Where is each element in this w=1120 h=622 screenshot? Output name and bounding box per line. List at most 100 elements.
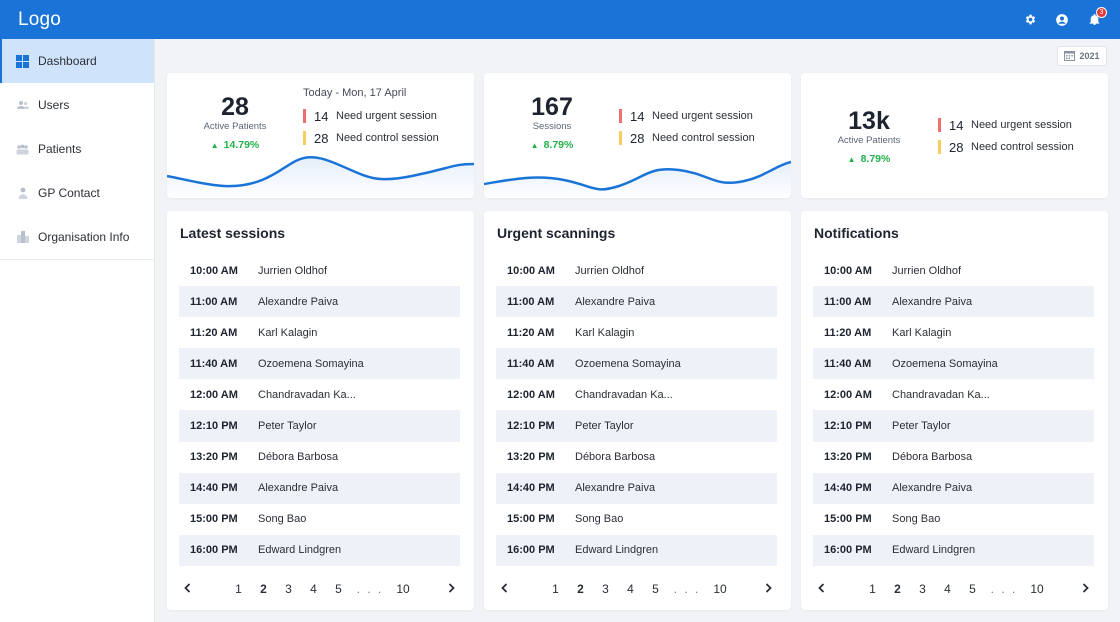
list-item[interactable]: 12:10 PM Peter Taylor [179,410,460,442]
sidebar-item-patients[interactable]: Patients [0,127,154,171]
page-link-1[interactable]: 1 [235,582,242,596]
metric-control: 28 Need control session [938,136,1074,158]
list-item[interactable]: 12:00 AM Chandravadan Ka... [179,379,460,410]
list-item[interactable]: 12:10 PM Peter Taylor [813,410,1094,442]
sidebar-item-dashboard[interactable]: Dashboard [0,39,154,83]
notifications-panel: Notifications 10:00 AM Jurrien Oldhof 11:00… [801,211,1108,610]
page-link-last[interactable]: 10 [1030,582,1044,596]
stat-delta: ▲ 8.79% [825,153,913,165]
session-time: 11:00 AM [507,295,555,308]
grid-icon [16,54,29,68]
trend-wave [167,156,474,198]
chevron-right-icon[interactable] [448,582,455,596]
stat-delta: ▲ 14.79% [191,139,279,151]
list-item[interactable]: 11:20 AM Karl Kalagin [496,317,777,348]
page-link-1[interactable]: 1 [552,582,559,596]
chevron-right-icon[interactable] [1082,582,1089,596]
list-item[interactable]: 14:40 PM Alexandre Paiva [179,472,460,504]
list-item[interactable]: 11:20 AM Karl Kalagin [179,317,460,348]
sidebar: Dashboard Users Patients GP Contact Orga… [0,39,155,622]
page-link-4[interactable]: 4 [944,582,951,596]
list-item[interactable]: 11:40 AM Ozoemena Somayina [813,348,1094,380]
patient-name: Chandravadan Ka... [892,388,990,401]
year-filter-button[interactable]: 2021 [1057,46,1107,66]
page-link-5[interactable]: 5 [652,582,659,596]
page-link-last[interactable]: 10 [713,582,727,596]
list-item[interactable]: 13:20 PM Débora Barbosa [813,442,1094,473]
page-link-1[interactable]: 1 [869,582,876,596]
page-link-5[interactable]: 5 [969,582,976,596]
stat-delta-value: 8.79% [543,139,574,151]
gear-icon[interactable] [1022,12,1038,28]
bell-icon[interactable]: 3 [1086,6,1107,28]
patient-name: Ozoemena Somayina [892,357,998,370]
list-item[interactable]: 14:40 PM Alexandre Paiva [496,472,777,504]
stat-card-active-patients: 28 Active Patients ▲ 14.79% Today - Mon, … [167,73,474,198]
sidebar-item-users[interactable]: Users [0,83,154,127]
patients-icon [16,143,29,156]
list-item[interactable]: 11:00 AM Alexandre Paiva [496,286,777,318]
list-item[interactable]: 12:10 PM Peter Taylor [496,410,777,442]
list-item[interactable]: 11:00 AM Alexandre Paiva [179,286,460,318]
patient-name: Ozoemena Somayina [258,357,364,370]
stat-summary: 13k Active Patients ▲ 8.79% [825,107,913,165]
session-time: 11:00 AM [190,295,238,308]
list-item[interactable]: 11:00 AM Alexandre Paiva [813,286,1094,318]
urgent-bar [303,109,306,123]
patient-name: Débora Barbosa [258,451,339,464]
pagination: 1 2 3 4 5 . . . 10 [496,581,777,597]
list-item[interactable]: 15:00 PM Song Bao [813,504,1094,535]
patient-name: Ozoemena Somayina [575,357,681,370]
list-item[interactable]: 16:00 PM Edward Lindgren [813,534,1094,566]
list-item[interactable]: 10:00 AM Jurrien Oldhof [813,255,1094,286]
list-item[interactable]: 12:00 AM Chandravadan Ka... [496,379,777,410]
sidebar-item-organisation-info[interactable]: Organisation Info [0,215,154,259]
page-link-3[interactable]: 3 [919,582,926,596]
page-link-3[interactable]: 3 [285,582,292,596]
list-item[interactable]: 13:20 PM Débora Barbosa [496,442,777,473]
page-link-4[interactable]: 4 [627,582,634,596]
list-item[interactable]: 11:40 AM Ozoemena Somayina [496,348,777,380]
page-ellipsis: . . . [356,582,384,596]
sidebar-item-label: Users [38,98,70,112]
session-time: 13:20 PM [824,451,872,464]
metric-label: Need urgent session [971,119,1072,131]
list-item[interactable]: 12:00 AM Chandravadan Ka... [813,379,1094,410]
page-link-2[interactable]: 2 [260,582,267,596]
stat-card-active-patients-total: 13k Active Patients ▲ 8.79% 14 Need urgent… [801,73,1108,198]
chevron-left-icon[interactable] [818,582,825,596]
list-item[interactable]: 15:00 PM Song Bao [496,504,777,535]
list-item[interactable]: 13:20 PM Débora Barbosa [179,442,460,473]
arrow-up-icon: ▲ [847,155,856,164]
list-item[interactable]: 11:20 AM Karl Kalagin [813,317,1094,348]
list-item[interactable]: 10:00 AM Jurrien Oldhof [179,255,460,286]
patient-name: Karl Kalagin [892,326,952,339]
list-item[interactable]: 16:00 PM Edward Lindgren [496,534,777,566]
chevron-right-icon[interactable] [765,582,772,596]
page-link-2[interactable]: 2 [577,582,584,596]
session-time: 13:20 PM [190,451,238,464]
page-link-3[interactable]: 3 [602,582,609,596]
patient-name: Alexandre Paiva [258,482,339,495]
patient-name: Alexandre Paiva [575,295,656,308]
list-item[interactable]: 11:40 AM Ozoemena Somayina [179,348,460,380]
sidebar-item-label: Dashboard [38,54,97,68]
app-logo[interactable]: Logo [18,8,62,30]
sidebar-nav: Dashboard Users Patients GP Contact Orga… [0,39,154,260]
metric-label: Need control session [971,141,1074,153]
chevron-left-icon[interactable] [184,582,191,596]
session-time: 14:40 PM [824,482,872,495]
list-item[interactable]: 10:00 AM Jurrien Oldhof [496,255,777,286]
list-item[interactable]: 15:00 PM Song Bao [179,504,460,535]
page-link-2[interactable]: 2 [894,582,901,596]
account-icon[interactable] [1054,12,1070,28]
sidebar-item-gp-contact[interactable]: GP Contact [0,171,154,215]
list-item[interactable]: 16:00 PM Edward Lindgren [179,534,460,566]
page-link-last[interactable]: 10 [396,582,410,596]
page-link-5[interactable]: 5 [335,582,342,596]
session-time: 15:00 PM [507,513,555,526]
chevron-left-icon[interactable] [501,582,508,596]
list-item[interactable]: 14:40 PM Alexandre Paiva [813,472,1094,504]
stat-delta-value: 14.79% [223,139,260,151]
page-link-4[interactable]: 4 [310,582,317,596]
